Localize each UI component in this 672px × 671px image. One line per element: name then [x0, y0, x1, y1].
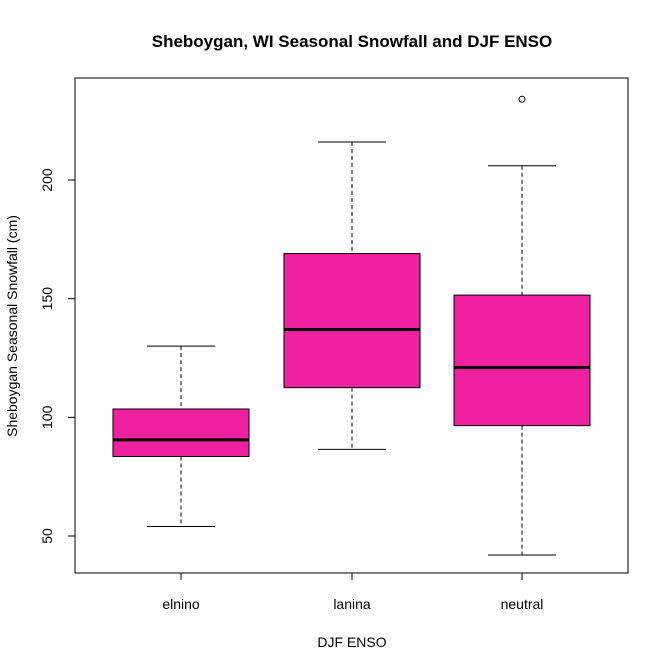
- x-tick-label: lanina: [333, 596, 371, 612]
- boxes-layer: [112, 95, 591, 556]
- y-tick-label: 150: [39, 287, 55, 311]
- x-tick-label: neutral: [501, 596, 544, 612]
- box-elnino: [112, 345, 250, 528]
- x-axis: elnino lanina neutral: [162, 572, 544, 612]
- iqr-box: [283, 253, 421, 389]
- box-lanina: [283, 141, 421, 450]
- iqr-box: [112, 408, 250, 457]
- chart-title: Sheboygan, WI Seasonal Snowfall and DJF …: [152, 32, 553, 51]
- y-axis: 50 100 150 200: [39, 168, 76, 544]
- y-axis-label: Sheboygan Seasonal Snowfall (cm): [4, 215, 20, 437]
- box-neutral: [453, 95, 591, 556]
- x-axis-label: DJF ENSO: [317, 634, 386, 650]
- outlier-point: [518, 95, 526, 103]
- iqr-box: [453, 294, 591, 427]
- y-tick-label: 200: [39, 168, 55, 192]
- x-tick-label: elnino: [162, 596, 200, 612]
- y-tick-label: 100: [39, 405, 55, 429]
- y-tick-label: 50: [39, 528, 55, 544]
